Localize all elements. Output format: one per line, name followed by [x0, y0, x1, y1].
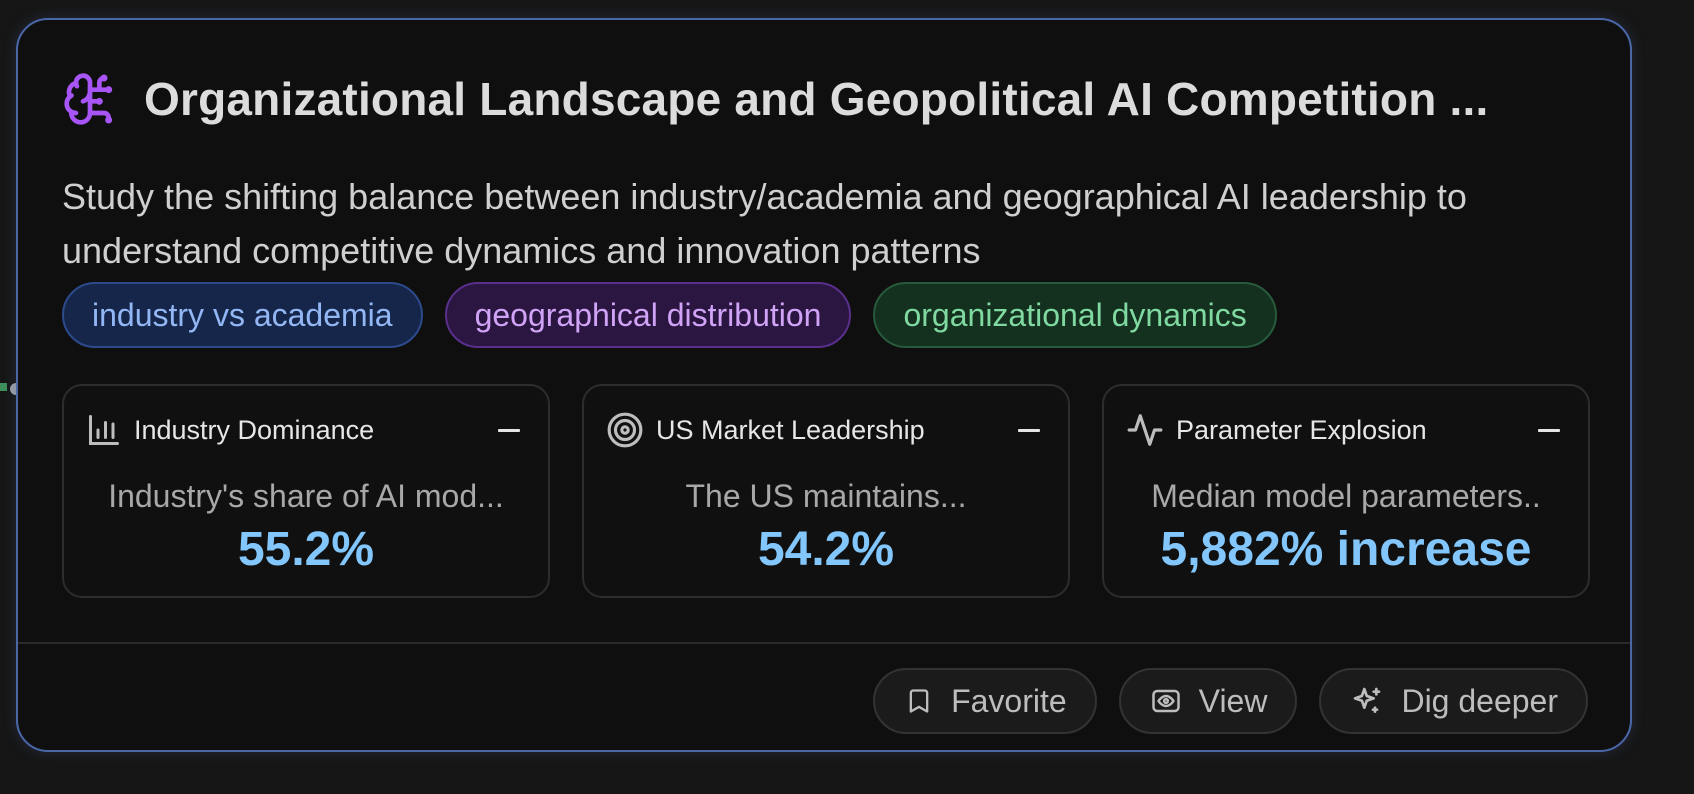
activity-icon — [1126, 411, 1164, 449]
card-actions: Favorite View Di — [873, 668, 1588, 734]
favorite-button[interactable]: Favorite — [873, 668, 1097, 734]
collapse-icon[interactable] — [498, 429, 520, 432]
metric-list: Industry Dominance Industry's share of A… — [62, 384, 1590, 598]
view-label: View — [1199, 683, 1268, 720]
metric-label: US Market Leadership — [656, 415, 1018, 446]
metric-card-industry-dominance[interactable]: Industry Dominance Industry's share of A… — [62, 384, 550, 598]
favorite-label: Favorite — [951, 683, 1067, 720]
footer-divider — [18, 642, 1630, 644]
metric-header: Parameter Explosion — [1126, 408, 1566, 452]
tag-geographical-distribution[interactable]: geographical distribution — [445, 282, 852, 348]
metric-description: The US maintains... — [604, 478, 1048, 515]
metric-value: 5,882% increase — [1114, 522, 1578, 577]
metric-description: Median model parameters.. — [1124, 478, 1568, 515]
tag-organizational-dynamics[interactable]: organizational dynamics — [873, 282, 1276, 348]
metric-header: US Market Leadership — [606, 408, 1046, 452]
metric-value: 55.2% — [74, 522, 538, 577]
tag-list: industry vs academia geographical distri… — [62, 282, 1277, 348]
card-description: Study the shifting balance between indus… — [62, 170, 1582, 278]
dig-deeper-label: Dig deeper — [1401, 683, 1558, 720]
metric-value: 54.2% — [594, 522, 1058, 577]
dig-deeper-button[interactable]: Dig deeper — [1319, 668, 1588, 734]
card-title: Organizational Landscape and Geopolitica… — [144, 72, 1488, 126]
target-icon — [606, 411, 644, 449]
sparkles-icon — [1351, 685, 1383, 717]
metric-card-us-market-leadership[interactable]: US Market Leadership The US maintains...… — [582, 384, 1070, 598]
brain-icon — [62, 70, 118, 128]
card-header: Organizational Landscape and Geopolitica… — [62, 70, 1488, 128]
view-button[interactable]: View — [1119, 668, 1298, 734]
metric-label: Parameter Explosion — [1176, 415, 1538, 446]
connector-mark — [0, 383, 7, 391]
insight-card: Organizational Landscape and Geopolitica… — [16, 18, 1632, 752]
metric-card-parameter-explosion[interactable]: Parameter Explosion Median model paramet… — [1102, 384, 1590, 598]
metric-header: Industry Dominance — [86, 408, 526, 452]
bar-chart-icon — [86, 412, 122, 448]
metric-description: Industry's share of AI mod... — [84, 478, 528, 515]
bookmark-icon — [905, 686, 933, 716]
eye-icon — [1151, 686, 1181, 716]
collapse-icon[interactable] — [1018, 429, 1040, 432]
tag-industry-vs-academia[interactable]: industry vs academia — [62, 282, 423, 348]
metric-label: Industry Dominance — [134, 415, 498, 446]
collapse-icon[interactable] — [1538, 429, 1560, 432]
